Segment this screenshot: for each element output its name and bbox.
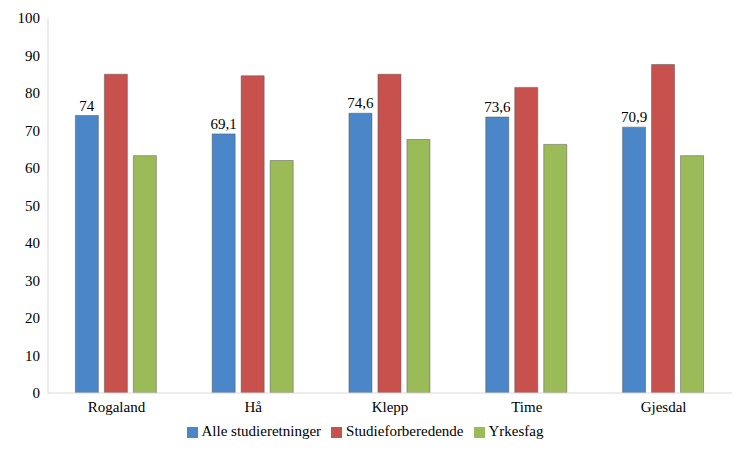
svg-text:Gjesdal: Gjesdal	[641, 399, 687, 415]
html-text:Studieforberedende: Studieforberedende	[346, 423, 464, 439]
svg-text:0: 0	[33, 385, 41, 401]
svg-text:80: 80	[25, 85, 40, 101]
svg-text:100: 100	[18, 10, 41, 26]
svg-text:69,1: 69,1	[211, 116, 237, 132]
svg-text:Time: Time	[511, 399, 542, 415]
svg-text:Rogaland: Rogaland	[88, 399, 146, 415]
svg-text:20: 20	[25, 310, 40, 326]
svg-text:73,6: 73,6	[484, 99, 511, 115]
svg-text:60: 60	[25, 160, 40, 176]
svg-text:70: 70	[25, 123, 40, 139]
svg-text:Klepp: Klepp	[372, 399, 409, 415]
svg-text:Hå: Hå	[244, 399, 262, 415]
svg-text:74,6: 74,6	[347, 95, 374, 111]
svg-text:40: 40	[25, 235, 40, 251]
svg-text:70,9: 70,9	[621, 109, 647, 125]
html-text:Yrkesfag: Yrkesfag	[488, 423, 544, 439]
svg-text:30: 30	[25, 273, 40, 289]
html-text:Alle studieretninger: Alle studieretninger	[201, 423, 321, 439]
svg-text:90: 90	[25, 48, 40, 64]
svg-text:10: 10	[25, 348, 40, 364]
svg-text:50: 50	[25, 198, 40, 214]
svg-text:74: 74	[79, 98, 95, 114]
